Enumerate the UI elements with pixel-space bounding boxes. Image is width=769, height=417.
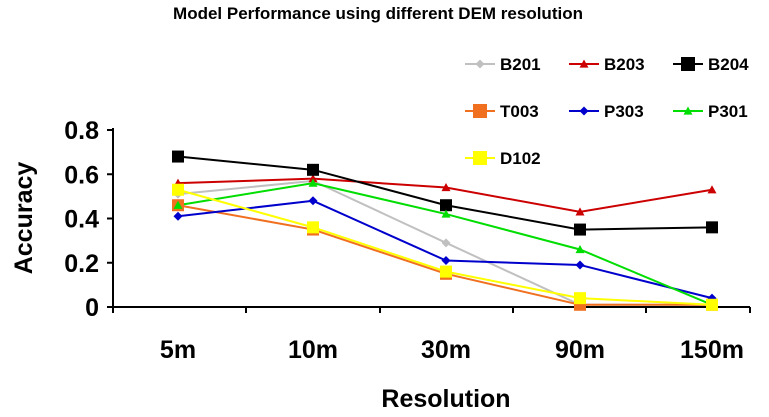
data-point-b203 bbox=[707, 185, 717, 194]
x-tick-label: 30m bbox=[421, 336, 471, 364]
legend-label-b204: B204 bbox=[708, 55, 749, 74]
legend-marker-p301 bbox=[683, 106, 693, 115]
legend-label-b201: B201 bbox=[500, 55, 541, 74]
data-point-d102 bbox=[172, 183, 184, 196]
legend-marker-p303 bbox=[579, 106, 589, 116]
x-tick-label: 150m bbox=[680, 336, 744, 364]
data-point-p303 bbox=[575, 260, 585, 270]
series-lines bbox=[177, 155, 713, 306]
data-point-b204 bbox=[307, 163, 319, 176]
legend-label-d102: D102 bbox=[500, 149, 541, 168]
y-tick-label: 0.8 bbox=[64, 117, 99, 145]
x-tick-label: 90m bbox=[555, 336, 605, 364]
chart-title: Model Performance using different DEM re… bbox=[173, 4, 583, 23]
legend-marker-t003 bbox=[473, 104, 487, 118]
data-point-b204 bbox=[172, 150, 184, 163]
legend-label-b203: B203 bbox=[604, 55, 645, 74]
data-point-p301 bbox=[575, 244, 585, 254]
data-point-b203 bbox=[308, 174, 318, 183]
legend-label-t003: T003 bbox=[500, 102, 539, 121]
y-tick-label: 0.6 bbox=[64, 161, 99, 189]
legend-marker-b204 bbox=[681, 57, 695, 71]
series-markers bbox=[172, 150, 718, 311]
legend-marker-b201 bbox=[475, 59, 485, 69]
legend-marker-b203 bbox=[579, 59, 589, 68]
data-point-b203 bbox=[575, 207, 585, 216]
data-point-d102 bbox=[706, 298, 718, 311]
y-tick-label: 0.4 bbox=[64, 206, 99, 234]
data-point-d102 bbox=[307, 221, 319, 234]
data-point-p301 bbox=[308, 178, 318, 187]
legend: B201 B203 B204 T003 P303 P301 D102 bbox=[465, 55, 749, 168]
legend-label-p301: P301 bbox=[708, 102, 748, 121]
y-tick-label: 0.2 bbox=[64, 250, 99, 278]
data-point-b201 bbox=[441, 238, 451, 248]
series-line-t003 bbox=[177, 204, 712, 306]
x-axis-title: Resolution bbox=[381, 385, 510, 413]
data-point-b203 bbox=[441, 183, 451, 192]
data-point-p301 bbox=[441, 209, 451, 218]
data-point-d102 bbox=[574, 292, 586, 305]
legend-marker-d102 bbox=[473, 151, 487, 165]
x-tick-label: 5m bbox=[160, 336, 196, 364]
data-point-b204 bbox=[440, 199, 452, 212]
data-point-b204 bbox=[574, 223, 586, 236]
y-tick-label: 0 bbox=[85, 294, 99, 322]
data-point-b204 bbox=[706, 221, 718, 234]
data-point-p303 bbox=[173, 211, 183, 221]
legend-label-p303: P303 bbox=[604, 102, 644, 121]
data-point-p303 bbox=[441, 256, 451, 266]
x-tick-labels: 5m 10m 30m 90m 150m bbox=[112, 307, 751, 364]
data-point-d102 bbox=[440, 265, 452, 278]
data-point-p301 bbox=[173, 200, 183, 209]
x-tick-label: 10m bbox=[288, 336, 338, 364]
data-point-p303 bbox=[308, 196, 318, 206]
y-axis-title: Accuracy bbox=[10, 162, 38, 275]
y-tick-labels: 0 0.2 0.4 0.6 0.8 bbox=[64, 117, 113, 322]
